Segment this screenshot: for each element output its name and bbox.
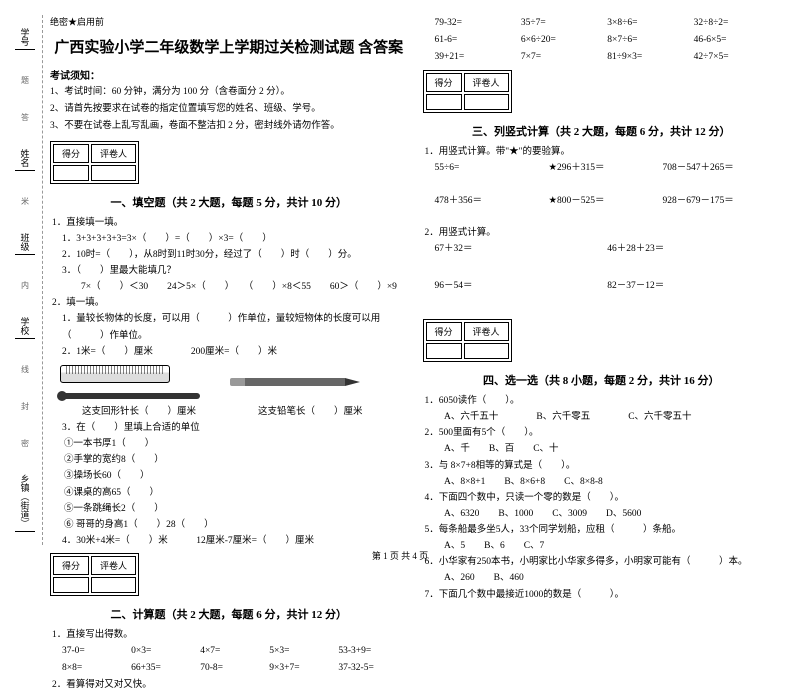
page-content: 绝密★启用前 广西实验小学二年级数学上学期过关检测试题 含答案 考试须知： 1、… xyxy=(0,0,800,699)
page-footer: 第 1 页 共 4 页 xyxy=(0,549,800,562)
q3-6: ⑥ 哥哥的身高1（ ）28（ ） xyxy=(64,517,237,533)
section-2-title: 二、计算题（共 2 大题，每题 6 分，共计 12 分） xyxy=(50,606,408,622)
s4-3: 3．与 8×7+8相等的算式是（ ）。 xyxy=(425,458,781,474)
marker: 封 xyxy=(21,401,29,412)
sidebar-field-id: 学号 xyxy=(15,28,35,50)
s4-3a: A、8×8+1 B、8×6+8 C、8×8-8 xyxy=(435,474,781,490)
exam-title: 广西实验小学二年级数学上学期过关检测试题 含答案 xyxy=(50,36,408,57)
score-box: 得分评卷人 xyxy=(50,141,139,184)
marker: 题 xyxy=(21,75,29,86)
q1-2: 2．10时=（ ），从8时到11时30分，经过了（ ）时（ ）分。 xyxy=(62,247,408,263)
q2-2: 2．1米=（ ）厘米 200厘米=（ ）米 xyxy=(62,344,408,360)
ruler-label: 这支回形针长（ ）厘米 xyxy=(82,404,196,420)
calc-row: 8×8=66+35=70-8=9×3+7=37-32-5= xyxy=(62,660,408,677)
marker: 答 xyxy=(21,112,29,123)
q3-7: 4．30米+4米=（ ）米 12厘米-7厘米=（ ）厘米 xyxy=(62,533,408,549)
s2-q1-label: 1．直接写出得数。 xyxy=(52,627,408,643)
left-column: 绝密★启用前 广西实验小学二年级数学上学期过关检测试题 含答案 考试须知： 1、… xyxy=(50,15,408,694)
pencil-label: 这支铅笔长（ ）厘米 xyxy=(258,404,363,420)
sidebar-field-name: 姓名 xyxy=(15,149,35,171)
section-4-title: 四、选一选（共 8 小题，每题 2 分，共计 16 分） xyxy=(423,372,781,388)
notice-label: 考试须知： xyxy=(50,67,408,82)
calc-row: 79-32=35÷7=3×8÷6=32÷8÷2= xyxy=(435,15,781,32)
s4-6a: A、260 B、460 xyxy=(435,570,781,586)
marker: 米 xyxy=(21,196,29,207)
marker: 内 xyxy=(21,280,29,291)
binding-sidebar: 学号 题 答 姓名 米 班级 内 学校 线 封 密 乡镇（街道） xyxy=(8,15,43,545)
q1-label: 1．直接填一填。 xyxy=(52,215,408,231)
calc-row: 37-0=0×3=4×7=5×3=53-3+9= xyxy=(62,643,408,660)
q3-3: ③操场长60（ ） xyxy=(64,468,237,484)
s4-4a: A、6320 B、1000 C、3009 D、5600 xyxy=(435,506,781,522)
section-3-title: 三、列竖式计算（共 2 大题，每题 6 分，共计 12 分） xyxy=(423,123,781,139)
calc-row: 55÷6=★296＋315＝708－547＋265＝ xyxy=(435,160,781,177)
pin-icon xyxy=(60,393,200,399)
s2-q2-label: 2．看算得对又对又快。 xyxy=(52,677,408,693)
notice-3: 3、不要在试卷上乱写乱画，卷面不整洁扣 2 分，密封线外请勿作答。 xyxy=(50,119,408,134)
s4-4: 4．下面四个数中，只读一个零的数是（ ）。 xyxy=(425,490,781,506)
s4-7: 7．下面几个数中最接近1000的数是（ ）。 xyxy=(425,587,781,603)
marker: 线 xyxy=(21,364,29,375)
pencil-icon xyxy=(230,377,360,387)
s3-q2-label: 2．用竖式计算。 xyxy=(425,225,781,241)
section-1-title: 一、填空题（共 2 大题，每题 5 分，共计 10 分） xyxy=(50,194,408,210)
score-box-3: 得分评卷人 xyxy=(423,70,512,113)
q3-1: ①一本书厚1（ ） xyxy=(64,436,237,452)
s4-2: 2．500里面有5个（ ）。 xyxy=(425,425,781,441)
s4-1: 1．6050读作（ ）。 xyxy=(425,393,781,409)
q3-label: 3．在（ ）里填上合适的单位 xyxy=(62,420,408,436)
q3-2: ②手掌的宽约8（ ） xyxy=(64,452,237,468)
sidebar-field-class: 班级 xyxy=(15,233,35,255)
calc-row: 39+21=7×7=81÷9×3=42÷7×5= xyxy=(435,49,781,66)
calc-row: 96－54＝82－37－12＝ xyxy=(435,278,781,295)
q2-1: 1．量较长物体的长度，可以用（ ）作单位，量较短物体的长度可以用（ ）作单位。 xyxy=(62,311,408,343)
notice-2: 2、请首先按要求在试卷的指定位置填写您的姓名、班级、学号。 xyxy=(50,102,408,117)
s3-q1-label: 1．用竖式计算。带"★"的要验算。 xyxy=(425,144,781,160)
notice-1: 1、考试时间：60 分钟，满分为 100 分（含卷面分 2 分）。 xyxy=(50,85,408,100)
q1-1: 1．3+3+3+3+3=3×（ ）=（ ）×3=（ ） xyxy=(62,231,408,247)
calc-row: 67＋32＝46＋28＋23＝ xyxy=(435,241,781,258)
q3-5: ⑤一条跳绳长2（ ） xyxy=(64,501,237,517)
q1-3b: 7×（ ）＜30 24＞5×（ ） （ ）×8＜55 60＞（ ）×9 xyxy=(62,279,408,295)
sidebar-field-town: 乡镇（街道） xyxy=(15,474,35,532)
marker: 密 xyxy=(21,438,29,449)
s4-5: 5．每条船最多坐5人，33个同学划船，应租（ ）条船。 xyxy=(425,522,781,538)
score-box-4: 得分评卷人 xyxy=(423,319,512,362)
sidebar-field-school: 学校 xyxy=(15,317,35,339)
ruler-diagram xyxy=(60,365,398,399)
s4-1a: A、六千五十 B、六千零五 C、六千零五十 xyxy=(435,409,781,425)
s4-2a: A、千 B、百 C、十 xyxy=(435,441,781,457)
secret-label: 绝密★启用前 xyxy=(50,15,408,28)
calc-row: 61-6=6×6÷20=8×7÷6=46-6×5= xyxy=(435,32,781,49)
q2-label: 2．填一填。 xyxy=(52,295,408,311)
q1-3: 3．（ ）里最大能填几？ xyxy=(62,263,408,279)
right-column: 79-32=35÷7=3×8÷6=32÷8÷2= 61-6=6×6÷20=8×7… xyxy=(423,15,781,694)
ruler-icon xyxy=(60,365,170,393)
q3-4: ④课桌的高65（ ） xyxy=(64,485,237,501)
calc-row: 478＋356＝★800－525＝928－679－175＝ xyxy=(435,193,781,210)
